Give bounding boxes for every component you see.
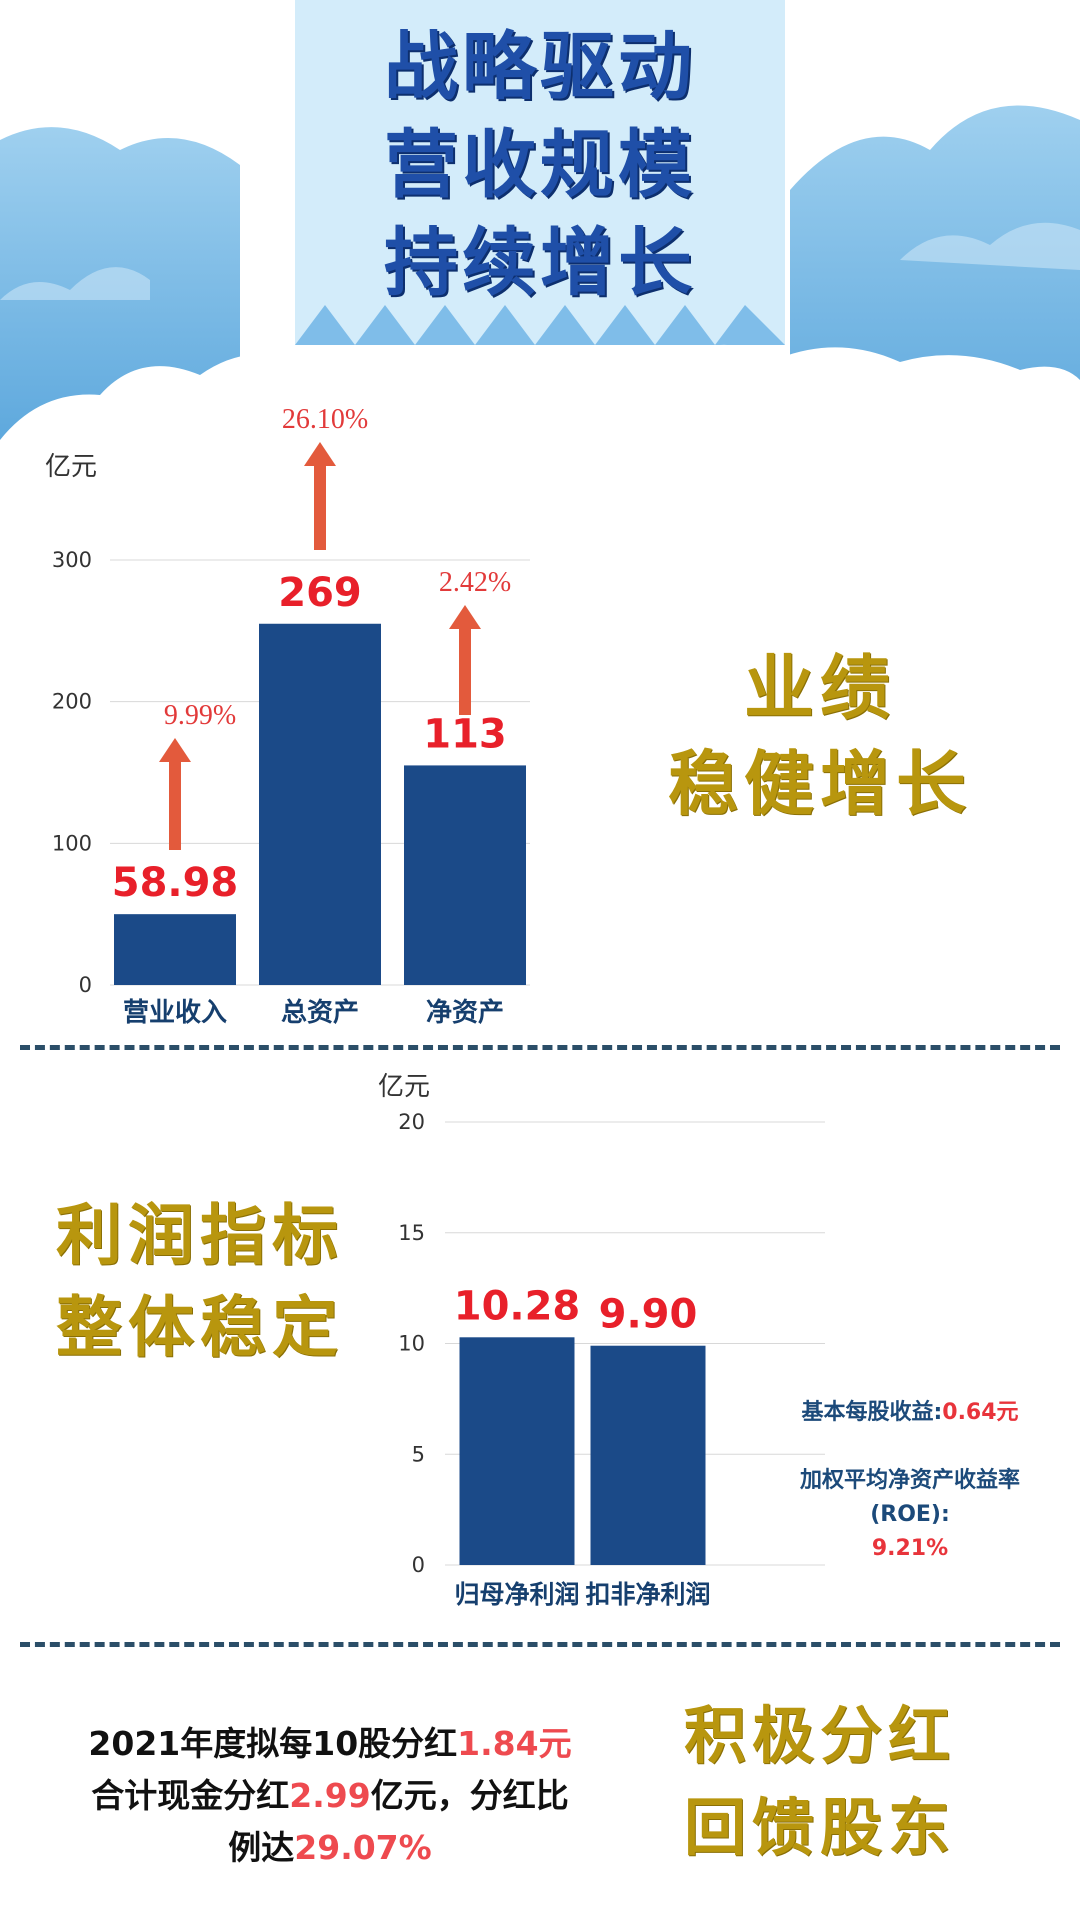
slogan-performance: 业绩 稳健增长 — [620, 640, 1020, 832]
slogan-line: 业绩 — [744, 647, 896, 729]
roe-line-2: (ROE): 9.21% — [750, 1498, 1070, 1566]
dividend-text-part: 2021年度拟每10股分红 — [88, 1724, 458, 1763]
bar — [459, 1337, 575, 1565]
slogan-line: 整体稳定 — [56, 1289, 344, 1366]
title-line: 营收规模 — [384, 122, 696, 208]
chart-balance-revenue: 亿元 0 100 200 300 58.98 营业收入 9.99% 269 总资产 26.10% 11… — [45, 404, 530, 1028]
metric-eps: 基本每股收益:0.64元 — [760, 1396, 1060, 1430]
y-tick-label: 200 — [52, 690, 92, 714]
dividend-line: 例达29.07% — [30, 1822, 630, 1874]
x-category-label: 净资产 — [426, 998, 504, 1028]
divider — [20, 1642, 1060, 1647]
bar-value-label: 10.28 — [454, 1283, 581, 1329]
roe-label: 加权平均净资产收益率 — [799, 1468, 1020, 1493]
title-panel — [295, 0, 785, 345]
eps-value: 0.64元 — [942, 1400, 1019, 1425]
dividend-ratio: 29.07% — [294, 1828, 432, 1867]
slogan-line: 利润指标 — [56, 1197, 344, 1274]
dividend-text-part: 合计现金分红 — [91, 1776, 290, 1815]
slogan-line: 稳健增长 — [668, 743, 972, 825]
bar-value-label: 58.98 — [112, 860, 239, 906]
title-box: 战略驱动 营收规模 持续增长 — [295, 0, 785, 330]
y-tick-label: 10 — [398, 1332, 425, 1356]
y-unit-label: 亿元 — [45, 452, 97, 482]
dividend-text-part: 例达 — [228, 1828, 295, 1867]
bar-value-label: 113 — [423, 711, 507, 757]
title-line: 战略驱动 — [384, 24, 696, 110]
dividend-per-10-shares: 1.84元 — [457, 1724, 572, 1763]
x-category-label: 营业收入 — [123, 998, 227, 1028]
bar-value-label: 9.90 — [599, 1292, 698, 1338]
slogan-profit: 利润指标 整体稳定 — [40, 1190, 360, 1374]
x-category-label: 扣非净利润 — [585, 1580, 710, 1609]
y-tick-label: 100 — [52, 831, 92, 855]
slogan-dividend: 积极分红 回馈股东 — [645, 1690, 995, 1874]
slogan-line: 回馈股东 — [683, 1791, 956, 1864]
dividend-line: 合计现金分红2.99亿元，分红比 — [30, 1770, 630, 1822]
growth-arrow — [449, 605, 481, 715]
y-tick-label: 15 — [398, 1221, 425, 1245]
divider — [20, 1045, 1060, 1050]
growth-arrow — [159, 738, 191, 850]
cloud-edge — [0, 344, 1080, 460]
triangle-pattern — [295, 305, 785, 345]
dividend-line: 2021年度拟每10股分红1.84元 — [30, 1718, 630, 1770]
y-tick-label: 0 — [79, 973, 92, 997]
dividend-total: 2.99 — [289, 1776, 371, 1815]
hero-banner — [0, 0, 1080, 460]
y-unit-label: 亿元 — [378, 1072, 430, 1102]
roe-label-2: (ROE): — [870, 1502, 950, 1527]
bar — [114, 914, 236, 985]
roe-value: 9.21% — [871, 1536, 949, 1561]
growth-label: 9.99% — [164, 700, 236, 731]
x-category-label: 总资产 — [281, 998, 359, 1028]
x-category-label: 归母净利润 — [454, 1580, 579, 1609]
growth-label: 2.42% — [439, 567, 511, 598]
dividend-text: 2021年度拟每10股分红1.84元 合计现金分红2.99亿元，分红比 例达29… — [30, 1718, 630, 1874]
y-tick-label: 20 — [398, 1110, 425, 1134]
chart-net-profit: 亿元 0 5 10 15 20 10.28 归母净利润 9.90 扣非净利润 — [378, 1072, 825, 1609]
growth-label: 26.10% — [282, 404, 368, 435]
y-tick-label: 300 — [52, 548, 92, 572]
dividend-text-part: 亿元，分红比 — [370, 1776, 569, 1815]
metric-roe: 加权平均净资产收益率 (ROE): 9.21% — [750, 1464, 1070, 1566]
y-tick-label: 5 — [412, 1442, 425, 1466]
y-tick-label: 0 — [412, 1553, 425, 1577]
bar-value-label: 269 — [278, 570, 362, 616]
growth-arrow — [304, 442, 336, 550]
bar — [590, 1345, 706, 1565]
bar — [259, 623, 381, 985]
slogan-line: 积极分红 — [683, 1699, 956, 1772]
bar — [404, 765, 526, 985]
eps-label: 基本每股收益: — [801, 1400, 943, 1425]
title-line: 持续增长 — [384, 220, 696, 306]
